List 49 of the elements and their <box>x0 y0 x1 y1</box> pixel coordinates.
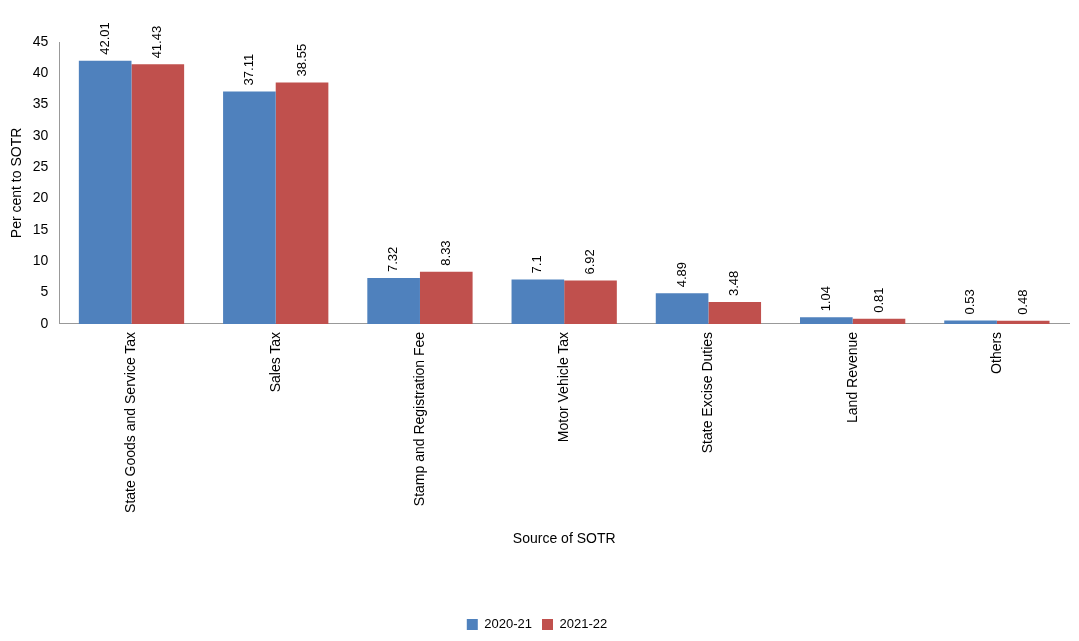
data-label: 4.89 <box>673 261 689 288</box>
data-label: 41.43 <box>149 25 165 59</box>
bar <box>800 317 853 324</box>
y-tick-label: 30 <box>32 126 49 143</box>
y-tick-label: 20 <box>32 189 49 206</box>
legend-label: 2021-22 <box>559 616 608 632</box>
y-tick-label: 15 <box>32 220 49 237</box>
bar <box>852 318 906 324</box>
y-tick-label: 5 <box>40 283 49 300</box>
bar <box>367 278 420 324</box>
y-tick-label: 0 <box>40 314 49 331</box>
x-tick-label: State Excise Duties <box>699 331 716 454</box>
x-tick-label: State Goods and Service Tax <box>122 331 139 513</box>
bar <box>708 302 762 324</box>
bar <box>564 280 617 324</box>
y-tick-label: 35 <box>32 95 49 112</box>
x-tick-label: Others <box>987 331 1004 374</box>
data-label: 7.1 <box>529 255 545 274</box>
data-label: 0.48 <box>1014 289 1030 315</box>
bar <box>223 91 276 324</box>
data-label: 7.32 <box>385 246 401 273</box>
bar <box>78 60 132 324</box>
x-axis-title: Source of SOTR <box>512 530 616 547</box>
bar <box>944 320 997 324</box>
x-tick-label: Sales Tax <box>266 331 283 393</box>
bar <box>275 82 329 324</box>
legend-label: 2020-21 <box>484 616 533 632</box>
y-axis-title: Per cent to SOTR <box>8 127 25 239</box>
bar <box>511 279 565 324</box>
data-label: 3.48 <box>726 270 742 297</box>
bar <box>131 64 185 324</box>
data-label: 42.01 <box>96 22 112 55</box>
data-label: 8.33 <box>437 240 453 266</box>
y-tick-label: 40 <box>32 64 49 81</box>
data-label: 1.04 <box>817 286 833 312</box>
data-label: 37.11 <box>240 53 256 86</box>
y-tick-label: 25 <box>32 158 49 175</box>
x-tick-label: Stamp and Registration Fee <box>410 331 427 507</box>
x-tick-label: Motor Vehicle Tax <box>555 331 572 443</box>
y-tick-label: 10 <box>32 252 49 269</box>
data-label: 6.92 <box>582 249 598 275</box>
bar <box>419 271 473 324</box>
data-label: 0.53 <box>962 289 978 315</box>
data-label: 0.81 <box>870 287 886 313</box>
y-tick-label: 45 <box>32 32 49 49</box>
bar <box>655 293 709 324</box>
x-tick-label: Land Revenue <box>843 331 860 423</box>
data-label: 38.55 <box>293 43 309 77</box>
bar <box>996 320 1050 324</box>
